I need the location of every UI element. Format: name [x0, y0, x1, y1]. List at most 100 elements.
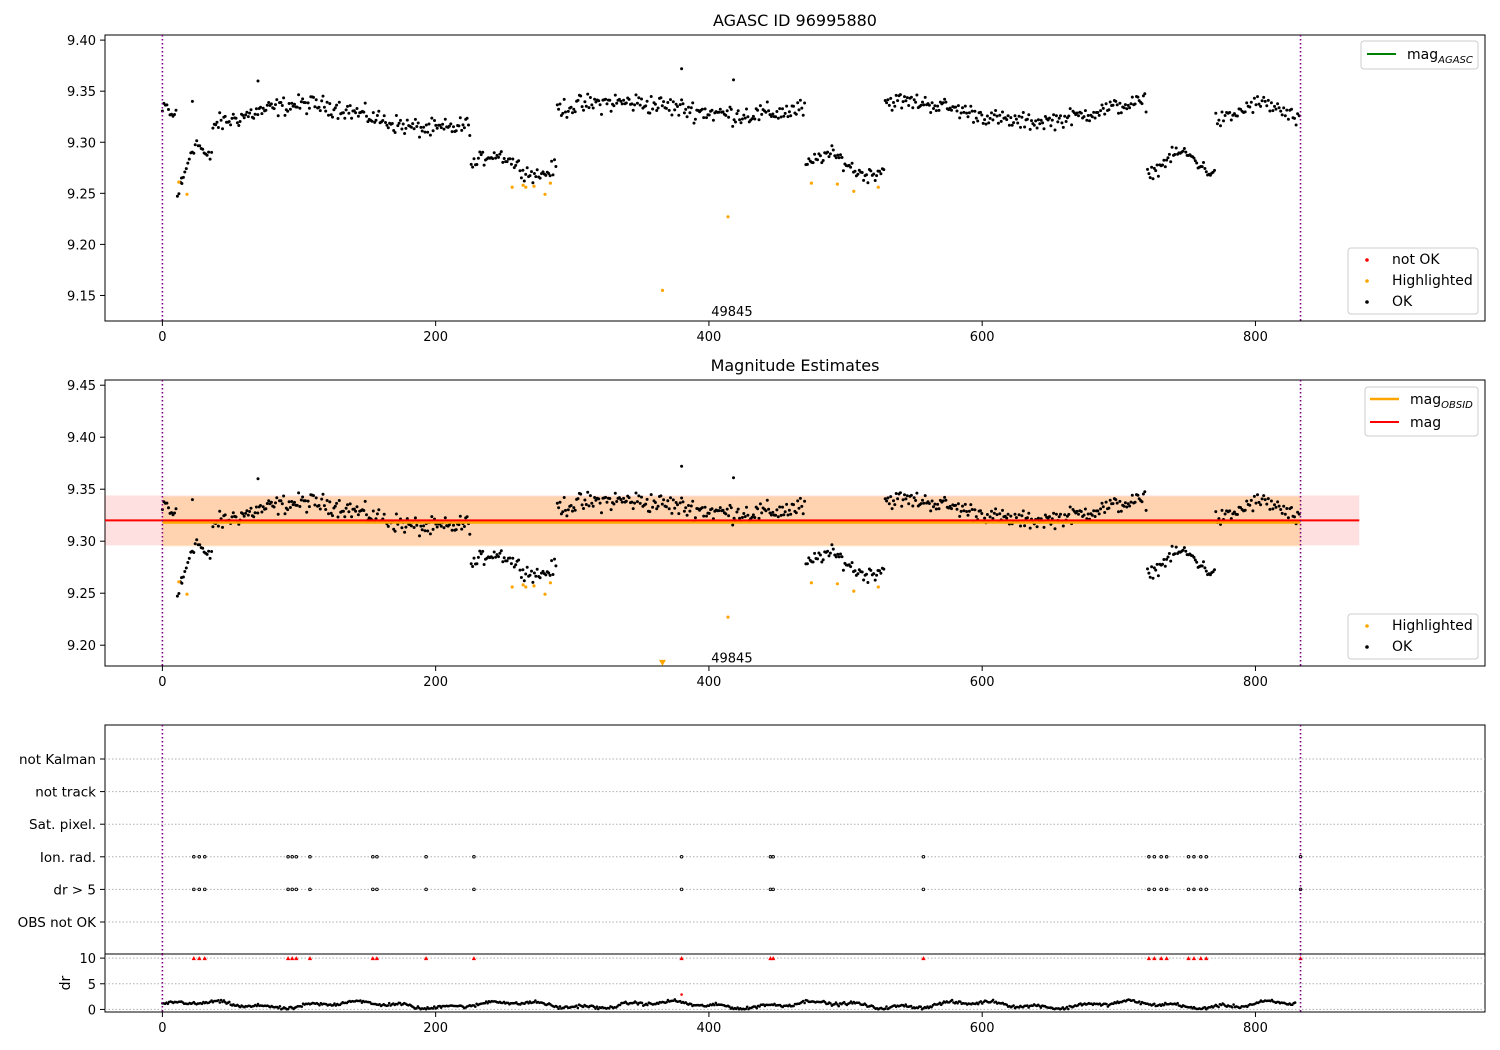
mag-ok-point — [633, 501, 637, 505]
agasc-ok-point — [1052, 113, 1056, 117]
ylabel-dr: dr — [58, 975, 74, 990]
agasc-ok-point — [597, 99, 601, 103]
mag-highlighted-point — [532, 584, 536, 588]
agasc-ok-point — [279, 101, 283, 104]
agasc-ok-point — [1213, 168, 1216, 172]
agasc-ok-point — [1016, 121, 1020, 125]
agasc-ok-point — [1079, 111, 1083, 115]
agasc-ok-point — [1151, 177, 1155, 181]
agasc-ok-point — [566, 109, 570, 113]
mag-ok-point — [613, 491, 617, 495]
agasc-ok-point — [377, 109, 381, 113]
mag-ok-point — [1028, 526, 1032, 530]
agasc-ok-point — [462, 126, 466, 130]
mag-ok-point — [557, 506, 561, 510]
mag-ok-point — [280, 502, 284, 506]
agasc-ok-point — [397, 121, 401, 125]
agasc-ok-point — [705, 116, 708, 120]
agasc-ok-point — [1174, 146, 1178, 150]
agasc-ok-point — [424, 123, 428, 127]
agasc-ok-point — [598, 103, 602, 107]
agasc-ok-point — [416, 121, 420, 125]
mag-ok-point — [776, 515, 780, 519]
agasc-ok-point — [991, 118, 995, 122]
agasc-ok-point — [246, 115, 250, 119]
mag-ok-point — [1036, 516, 1040, 520]
mag-ok-point — [478, 549, 482, 553]
flag-point — [1159, 887, 1163, 892]
mag-ok-point — [645, 497, 649, 501]
mag-ok-point — [1245, 499, 1249, 503]
agasc-ok-point — [365, 114, 368, 118]
mag-ok-point — [1025, 516, 1029, 520]
agasc-ok-point — [525, 166, 529, 170]
agasc-ok-point — [186, 161, 190, 165]
flag-point — [1164, 855, 1169, 859]
mag-ok-point — [1167, 552, 1171, 555]
agasc-ok-point — [1223, 114, 1227, 117]
mag-ok-point — [923, 494, 927, 498]
dr-ytick-label: 5 — [88, 978, 96, 993]
agasc-ok-point — [476, 156, 480, 160]
mag-ok-point — [583, 498, 587, 502]
mag-ok-point — [1107, 506, 1111, 510]
mag-ok-point — [620, 500, 624, 504]
agasc-ok-point — [966, 115, 970, 119]
mag-ok-point — [651, 505, 655, 509]
agasc-ok-point — [252, 116, 256, 120]
agasc-ok-point — [256, 113, 260, 117]
dr-point — [1105, 1002, 1108, 1006]
agasc-ok-point — [973, 109, 977, 113]
agasc-ok-point — [450, 130, 454, 134]
agasc-ok-point — [633, 103, 637, 107]
agasc-ok-point — [193, 143, 197, 147]
agasc-ok-point — [208, 157, 212, 161]
dr-point — [842, 1000, 846, 1004]
agasc-ok-point — [354, 111, 358, 115]
mag-ok-point — [275, 496, 279, 500]
mag-ok-point — [779, 513, 783, 517]
mag-ok-point — [183, 570, 187, 573]
agasc-ok-point — [912, 98, 916, 102]
mag-ok-point — [541, 569, 545, 573]
agasc-ok-point — [1193, 159, 1197, 163]
mag-ok-point — [423, 529, 427, 533]
agasc-ok-point — [1013, 114, 1017, 118]
mag-ok-point — [264, 507, 268, 511]
agasc-ok-point — [1269, 101, 1273, 105]
agasc-ok-point — [288, 107, 292, 111]
agasc-ok-point — [419, 125, 423, 129]
mag-ok-point — [927, 502, 931, 505]
agasc-ok-point — [887, 103, 891, 107]
mag-ok-point — [866, 581, 870, 584]
dr-point — [834, 1001, 838, 1004]
mag-ok-point — [531, 580, 535, 584]
mag-ok-point — [728, 503, 732, 507]
mag-ok-point — [491, 556, 495, 560]
agasc-ok-point — [223, 114, 227, 118]
mag-ok-point — [994, 507, 998, 511]
mag-ok-point — [580, 503, 584, 507]
agasc-ok-point — [329, 113, 333, 117]
dr-point — [1067, 1007, 1070, 1011]
mag-ok-point — [318, 507, 322, 511]
agasc-ok-point — [879, 172, 883, 176]
mag-ok-point — [435, 525, 439, 529]
agasc-ok-point — [1265, 104, 1269, 108]
dr-point — [1230, 1006, 1234, 1009]
agasc-ok-point — [214, 123, 218, 127]
flag-point — [1204, 855, 1209, 859]
mag-ok-point — [1271, 507, 1275, 511]
agasc-ok-point — [1232, 112, 1236, 116]
mag-ok-point — [301, 495, 305, 499]
mag-ok-point — [1220, 508, 1224, 512]
dr-point — [433, 1005, 436, 1008]
agasc-ok-point — [245, 110, 249, 114]
agasc-ok-point — [1155, 163, 1159, 167]
mag-ok-point — [800, 504, 804, 508]
mag-ok-point — [767, 507, 771, 511]
flag-point — [290, 887, 294, 892]
mag-ok-point — [313, 503, 317, 507]
agasc-ok-point — [608, 98, 612, 102]
agasc-ok-point — [355, 107, 359, 110]
